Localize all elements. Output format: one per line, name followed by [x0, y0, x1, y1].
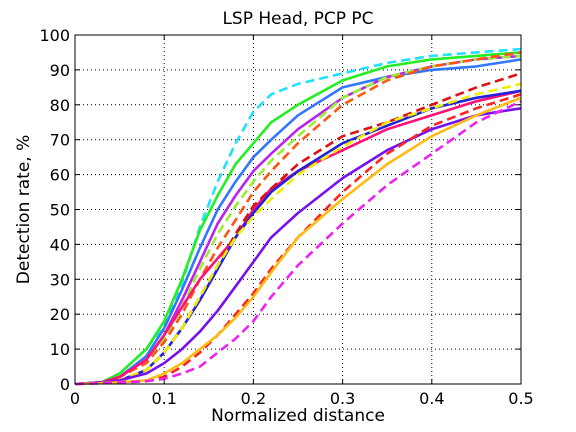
x-tick-label: 0.1 [151, 389, 176, 408]
series-line-2 [74, 51, 522, 386]
tick-marks [74, 34, 522, 385]
y-tick-label: 70 [50, 131, 70, 150]
y-tick-label: 40 [50, 235, 70, 254]
y-tick-label: 30 [50, 270, 70, 289]
series-line-10 [74, 82, 522, 386]
series-group [74, 47, 522, 386]
y-tick-label: 60 [50, 166, 70, 185]
y-tick-label: 0 [60, 375, 70, 394]
y-tick-labels: 0 10 20 30 40 50 60 70 80 90 100 [39, 26, 70, 394]
series-line-6 [74, 51, 522, 386]
y-tick-label: 80 [50, 96, 70, 115]
x-tick-label: 0.4 [419, 389, 444, 408]
y-tick-label: 20 [50, 305, 70, 324]
y-tick-label: 50 [50, 201, 70, 220]
series-line-14 [74, 100, 522, 386]
x-tick-label: 0.3 [330, 389, 355, 408]
series-line-5 [74, 54, 522, 386]
y-tick-label: 100 [39, 26, 70, 45]
y-tick-label: 90 [50, 61, 70, 80]
x-tick-label: 0.5 [508, 389, 533, 408]
chart-title: LSP Head, PCP PC [222, 9, 373, 29]
x-axis-title: Normalized distance [211, 406, 385, 426]
x-tick-label: 0 [70, 389, 80, 408]
y-tick-label: 10 [50, 340, 70, 359]
x-tick-label: 0.2 [241, 389, 266, 408]
y-axis-title: Detection rate, % [14, 135, 34, 284]
x-tick-labels: 0 0.1 0.2 0.3 0.4 0.5 [70, 389, 534, 408]
